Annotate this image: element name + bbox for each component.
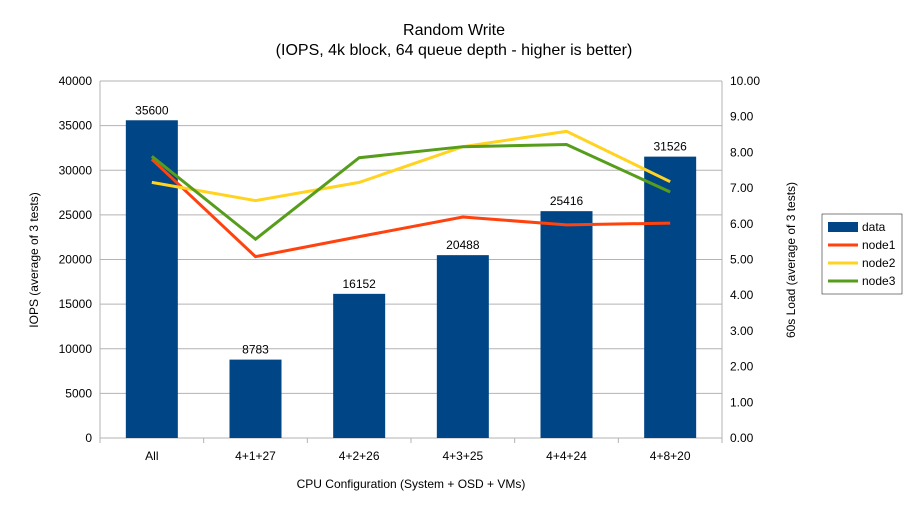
bar-data-label: 35600 bbox=[135, 103, 169, 117]
line-node2 bbox=[151, 129, 671, 203]
bar-data-label: 16152 bbox=[342, 277, 376, 291]
y-tick-label: 25000 bbox=[59, 208, 93, 222]
chart-subtitle: (IOPS, 4k block, 64 queue depth - higher… bbox=[276, 42, 633, 59]
y2-tick-label: 2.00 bbox=[730, 360, 754, 374]
y2-tick-label: 5.00 bbox=[730, 253, 754, 267]
y2-tick-label: 4.00 bbox=[730, 288, 754, 302]
bar bbox=[644, 156, 697, 439]
bar bbox=[229, 359, 282, 438]
chart-title: Random Write bbox=[403, 22, 505, 39]
bar bbox=[125, 120, 178, 439]
legend-label: node3 bbox=[862, 274, 896, 288]
y2-tick-label: 9.00 bbox=[730, 110, 754, 124]
bar bbox=[436, 255, 489, 438]
bar bbox=[333, 293, 386, 438]
y-tick-label: 10000 bbox=[59, 342, 93, 356]
y2-tick-label: 0.00 bbox=[730, 431, 754, 445]
line-node1 bbox=[150, 158, 671, 259]
x-tick-label: 4+1+27 bbox=[235, 449, 276, 463]
y2-tick-label: 7.00 bbox=[730, 181, 754, 195]
line-node3 bbox=[150, 143, 671, 242]
y2-tick-label: 6.00 bbox=[730, 217, 754, 231]
y2-tick-label: 3.00 bbox=[730, 324, 754, 338]
legend-label: data bbox=[862, 220, 886, 234]
x-tick-label: 4+4+24 bbox=[546, 449, 587, 463]
bar-data-label: 31526 bbox=[653, 140, 687, 154]
y-axis-label: IOPS (average of 3 tests) bbox=[27, 192, 41, 327]
y2-axis-label: 60s Load (average of 3 tests) bbox=[784, 182, 798, 338]
x-tick-label: 4+3+25 bbox=[442, 449, 483, 463]
x-tick-label: 4+8+20 bbox=[650, 449, 691, 463]
y2-tick-label: 8.00 bbox=[730, 145, 754, 159]
y-tick-label: 20000 bbox=[59, 253, 93, 267]
x-tick-label: All bbox=[145, 449, 158, 463]
bar-data-label: 25416 bbox=[550, 194, 584, 208]
x-axis-label: CPU Configuration (System + OSD + VMs) bbox=[297, 477, 526, 491]
y-tick-label: 0 bbox=[85, 431, 92, 445]
bar-data-label: 8783 bbox=[242, 343, 269, 357]
y-tick-label: 40000 bbox=[59, 74, 93, 88]
y-tick-label: 30000 bbox=[59, 163, 93, 177]
y-tick-label: 35000 bbox=[59, 119, 93, 133]
legend-label: node2 bbox=[862, 256, 896, 270]
y2-tick-label: 10.00 bbox=[730, 74, 760, 88]
y-tick-label: 15000 bbox=[59, 297, 93, 311]
y2-tick-label: 1.00 bbox=[730, 395, 754, 409]
legend-swatch bbox=[828, 222, 858, 232]
legend-label: node1 bbox=[862, 238, 896, 252]
x-tick-label: 4+2+26 bbox=[339, 449, 380, 463]
bar bbox=[540, 211, 593, 438]
bar-data-label: 20488 bbox=[446, 238, 480, 252]
y-tick-label: 5000 bbox=[65, 386, 92, 400]
